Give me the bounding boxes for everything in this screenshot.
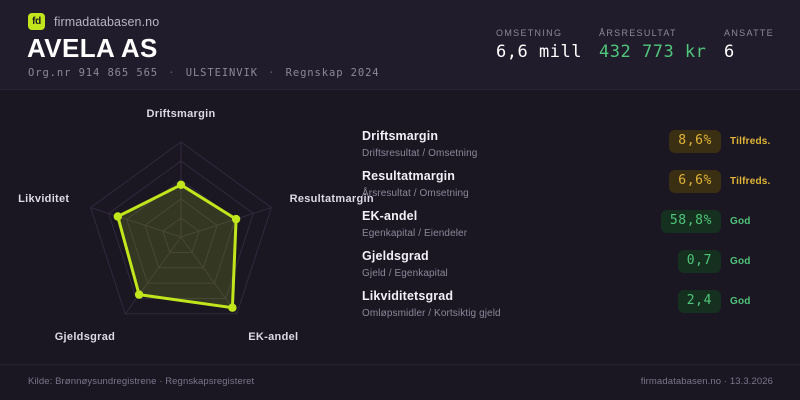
radar-series-points [113,180,241,312]
kpi-ansatte: ANSATTE 6 [724,28,774,61]
brand[interactable]: fd firmadatabasen.no [28,13,159,30]
radar-chart-svg [90,141,272,315]
radar-point [134,290,144,299]
metric-right: 8,6% Tilfreds. [634,128,782,153]
radar-chart: Driftsmargin Resultatmargin EK-andel Gje… [0,90,373,360]
metric-right: 58,8% God [634,208,782,233]
metric-value-badge: 58,8% [660,210,721,233]
metric-row-resultatmargin: Resultatmargin Årsresultat / Omsetning 6… [362,168,782,208]
footer-source: Kilde: Brønnøysundregistrene · Regnskaps… [28,376,255,387]
metric-name: Driftsmargin [362,129,439,143]
metric-row-gjeldsgrad: Gjeldsgrad Gjeld / Egenkapital 0,7 God [362,248,782,288]
kpi-group: OMSETNING 6,6 mill ÅRSRESULTAT 432 773 k… [496,28,774,61]
metric-text: Resultatmargin Årsresultat / Omsetning [362,168,634,199]
radar-point [228,303,237,312]
metric-name: Likviditetsgrad [362,289,454,303]
company-meta: Org.nr 914 865 565 · ULSTEINVIK · Regnsk… [28,67,380,79]
kpi-ansatte-value: 6 [724,42,735,62]
metric-text: Gjeldsgrad Gjeld / Egenkapital [362,248,634,279]
accounting-period: Regnskap 2024 [285,67,380,79]
header: fd firmadatabasen.no AVELA AS Org.nr 914… [0,0,800,90]
metric-right: 0,7 God [634,248,782,273]
metric-row-ek-andel: EK-andel Egenkapital / Eiendeler 58,8% G… [362,208,782,248]
company-city: ULSTEINVIK [185,67,258,79]
firmadatabasen-logo-icon: fd [28,13,45,30]
radar-axis-label-likviditet: Likviditet [18,192,70,205]
metric-value-badge: 0,7 [677,250,721,273]
metric-formula: Driftsresultat / Omsetning [362,147,478,159]
kpi-omsetning-label: OMSETNING [496,28,563,38]
radar-axis-label-ek-andel: EK-andel [248,330,299,343]
meta-separator-2: · [268,67,276,79]
org-number: 914 865 565 [78,67,159,79]
metric-status: Tilfreds. [730,135,771,147]
radar-axis-label-resultatmargin: Resultatmargin [289,192,374,205]
kpi-omsetning: OMSETNING 6,6 mill [496,28,599,61]
metric-status: Tilfreds. [730,175,771,187]
metric-text: Driftsmargin Driftsresultat / Omsetning [362,128,634,159]
footer: Kilde: Brønnøysundregistrene · Regnskaps… [0,364,800,400]
metric-value-badge: 2,4 [677,290,721,313]
footer-credit: firmadatabasen.no · 13.3.2026 [640,376,773,387]
metric-text: Likviditetsgrad Omløpsmidler / Kortsikti… [362,288,634,319]
radar-axis-label-gjeldsgrad: Gjeldsgrad [54,330,116,343]
radar-point [231,214,241,224]
metric-name: EK-andel [362,209,418,223]
kpi-arsresultat-label: ÅRSRESULTAT [599,28,677,38]
radar-axis-label-driftsmargin: Driftsmargin [146,108,216,120]
metric-name: Resultatmargin [362,169,456,183]
kpi-arsresultat: ÅRSRESULTAT 432 773 kr [599,28,724,61]
kpi-arsresultat-value: 432 773 kr [599,42,707,62]
company-name: AVELA AS [27,33,158,63]
radar-axes [90,142,272,315]
radar-series-outline [116,183,238,310]
meta-separator-1: · [168,67,176,79]
radar-point [176,180,186,189]
kpi-omsetning-value: 6,6 mill [496,42,582,62]
metric-text: EK-andel Egenkapital / Eiendeler [362,208,634,239]
metric-value-badge: 8,6% [669,130,721,153]
metric-formula: Gjeld / Egenkapital [362,267,448,279]
metric-formula: Egenkapital / Eiendeler [362,227,468,239]
metric-formula: Omløpsmidler / Kortsiktig gjeld [362,307,501,319]
metric-right: 2,4 God [634,288,782,313]
metric-status: God [730,255,751,267]
metric-name: Gjeldsgrad [362,249,429,263]
radar-point [113,212,123,221]
metric-formula: Årsresultat / Omsetning [362,187,469,199]
metrics-list: Driftsmargin Driftsresultat / Omsetning … [362,128,782,328]
metric-row-driftsmargin: Driftsmargin Driftsresultat / Omsetning … [362,128,782,168]
brand-name: firmadatabasen.no [54,14,160,29]
metric-right: 6,6% Tilfreds. [634,168,782,193]
kpi-ansatte-label: ANSATTE [724,28,774,38]
metric-status: God [730,215,751,227]
org-label: Org.nr [28,67,72,79]
metric-row-likviditetsgrad: Likviditetsgrad Omløpsmidler / Kortsikti… [362,288,782,328]
radar-series-area [117,184,237,308]
metric-value-badge: 6,6% [669,170,721,193]
metric-status: God [730,295,751,307]
